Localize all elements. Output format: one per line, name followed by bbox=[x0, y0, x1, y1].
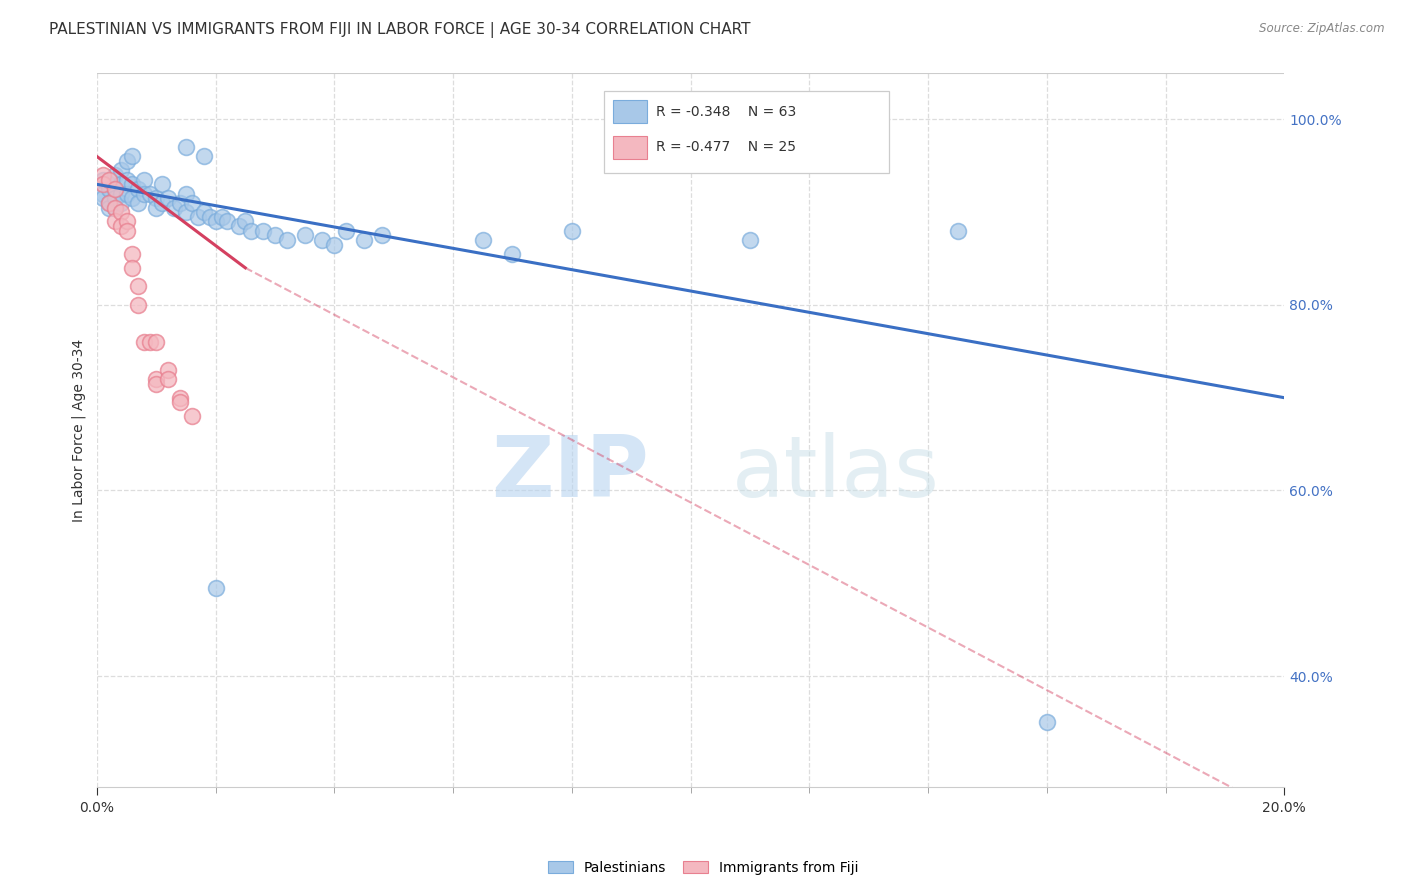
Point bbox=[97, 178, 120, 192]
Point bbox=[187, 210, 209, 224]
Point bbox=[180, 195, 202, 210]
Text: atlas: atlas bbox=[733, 432, 941, 515]
Point bbox=[150, 195, 173, 210]
Point bbox=[193, 149, 215, 163]
Point bbox=[252, 224, 274, 238]
Point bbox=[139, 186, 162, 201]
Point bbox=[127, 298, 149, 312]
Point bbox=[371, 228, 394, 243]
Point bbox=[134, 172, 156, 186]
Point bbox=[311, 233, 333, 247]
Point bbox=[97, 182, 120, 196]
Point bbox=[104, 182, 127, 196]
Point bbox=[353, 233, 375, 247]
Point bbox=[335, 224, 357, 238]
Text: R = -0.477    N = 25: R = -0.477 N = 25 bbox=[657, 140, 796, 154]
Point bbox=[127, 195, 149, 210]
Point bbox=[115, 214, 138, 228]
Point bbox=[121, 178, 143, 192]
Point bbox=[145, 191, 167, 205]
Point bbox=[240, 224, 263, 238]
Text: R = -0.348    N = 63: R = -0.348 N = 63 bbox=[657, 104, 796, 119]
Point bbox=[163, 201, 186, 215]
Point bbox=[91, 186, 114, 201]
Point bbox=[204, 581, 226, 595]
Text: Source: ZipAtlas.com: Source: ZipAtlas.com bbox=[1260, 22, 1385, 36]
Point bbox=[145, 376, 167, 391]
Point bbox=[121, 191, 143, 205]
Point bbox=[104, 201, 127, 215]
Point bbox=[276, 233, 298, 247]
Point bbox=[157, 372, 180, 386]
Point bbox=[228, 219, 250, 233]
Text: ZIP: ZIP bbox=[491, 432, 650, 515]
Point bbox=[738, 233, 761, 247]
Point bbox=[323, 237, 346, 252]
Point bbox=[91, 191, 114, 205]
Point bbox=[174, 140, 197, 154]
Point bbox=[561, 224, 583, 238]
Point bbox=[97, 195, 120, 210]
Point bbox=[145, 201, 167, 215]
Point bbox=[110, 186, 132, 201]
Point bbox=[104, 191, 127, 205]
Point bbox=[174, 186, 197, 201]
FancyBboxPatch shape bbox=[613, 100, 647, 123]
Point bbox=[169, 195, 191, 210]
Point bbox=[471, 233, 494, 247]
Point bbox=[145, 372, 167, 386]
Point bbox=[150, 178, 173, 192]
Point bbox=[110, 205, 132, 219]
Point bbox=[157, 363, 180, 377]
Text: PALESTINIAN VS IMMIGRANTS FROM FIJI IN LABOR FORCE | AGE 30-34 CORRELATION CHART: PALESTINIAN VS IMMIGRANTS FROM FIJI IN L… bbox=[49, 22, 751, 38]
Point bbox=[169, 395, 191, 409]
Point bbox=[104, 201, 127, 215]
Point bbox=[110, 163, 132, 178]
Point bbox=[91, 172, 114, 186]
Point bbox=[91, 168, 114, 182]
Point bbox=[115, 224, 138, 238]
Point bbox=[110, 195, 132, 210]
Point bbox=[157, 191, 180, 205]
Point bbox=[217, 214, 239, 228]
Point bbox=[115, 154, 138, 169]
Point bbox=[501, 247, 523, 261]
Point bbox=[145, 334, 167, 349]
Point bbox=[104, 214, 127, 228]
Point bbox=[169, 391, 191, 405]
Point bbox=[204, 214, 226, 228]
Point bbox=[115, 172, 138, 186]
Point bbox=[127, 279, 149, 293]
Point bbox=[211, 210, 233, 224]
Point bbox=[121, 247, 143, 261]
FancyBboxPatch shape bbox=[605, 91, 889, 173]
Point bbox=[121, 260, 143, 275]
Point bbox=[264, 228, 287, 243]
Point bbox=[1036, 715, 1059, 730]
Point bbox=[110, 219, 132, 233]
Point bbox=[115, 186, 138, 201]
Point bbox=[294, 228, 316, 243]
Point bbox=[134, 334, 156, 349]
Point bbox=[174, 205, 197, 219]
Point bbox=[104, 168, 127, 182]
Point bbox=[134, 186, 156, 201]
FancyBboxPatch shape bbox=[613, 136, 647, 159]
Legend: Palestinians, Immigrants from Fiji: Palestinians, Immigrants from Fiji bbox=[543, 855, 863, 880]
Point bbox=[104, 182, 127, 196]
Y-axis label: In Labor Force | Age 30-34: In Labor Force | Age 30-34 bbox=[72, 339, 86, 522]
Point bbox=[97, 172, 120, 186]
Point bbox=[180, 409, 202, 424]
Point bbox=[233, 214, 256, 228]
Point bbox=[97, 201, 120, 215]
Point bbox=[198, 210, 221, 224]
Point bbox=[139, 334, 162, 349]
Point bbox=[121, 149, 143, 163]
Point bbox=[946, 224, 969, 238]
Point bbox=[97, 195, 120, 210]
Point bbox=[127, 182, 149, 196]
Point bbox=[110, 178, 132, 192]
Point bbox=[91, 178, 114, 192]
Point bbox=[193, 205, 215, 219]
